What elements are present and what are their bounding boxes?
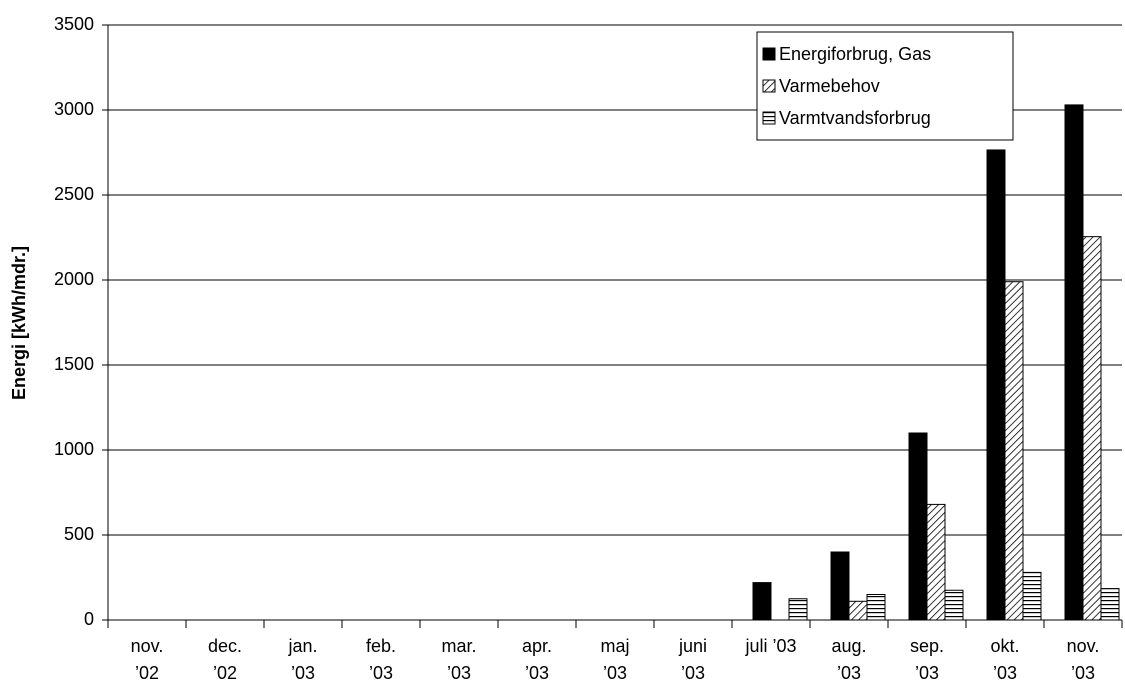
- y-tick-label: 3000: [54, 99, 94, 119]
- y-tick-label: 1500: [54, 354, 94, 374]
- bar: [986, 149, 1006, 621]
- y-tick-label: 2500: [54, 184, 94, 204]
- x-tick-label: ’03: [993, 663, 1017, 683]
- x-tick-label: ’03: [1071, 663, 1095, 683]
- x-tick-label: dec.: [208, 636, 242, 656]
- bar: [1100, 588, 1120, 621]
- legend-marker: [762, 79, 776, 93]
- x-tick-label: jan.: [287, 636, 317, 656]
- legend-marker: [762, 111, 776, 125]
- bar: [944, 589, 964, 621]
- y-tick-label: 3500: [54, 14, 94, 34]
- legend-box: [756, 31, 1014, 141]
- x-tick-label: ’03: [681, 663, 705, 683]
- bar: [1022, 571, 1042, 621]
- legend-label: Varmebehov: [779, 76, 880, 96]
- y-axis-label: Energi [kWh/mdr.]: [9, 246, 29, 400]
- bar: [752, 582, 772, 621]
- y-tick-label: 2000: [54, 269, 94, 289]
- bar: [1064, 104, 1084, 621]
- bar: [866, 594, 886, 621]
- x-tick-label: ’03: [915, 663, 939, 683]
- bar: [788, 598, 808, 621]
- x-tick-label: ’02: [135, 663, 159, 683]
- x-tick-label: okt.: [990, 636, 1019, 656]
- x-tick-label: feb.: [366, 636, 396, 656]
- bar: [926, 503, 946, 621]
- bar: [848, 600, 868, 621]
- x-tick-label: juli ’03: [744, 636, 796, 656]
- y-tick-label: 1000: [54, 439, 94, 459]
- x-tick-label: ’03: [603, 663, 627, 683]
- legend-marker: [762, 47, 776, 61]
- bar: [830, 551, 850, 621]
- x-tick-label: mar.: [441, 636, 476, 656]
- x-tick-label: apr.: [522, 636, 552, 656]
- x-tick-label: ’03: [369, 663, 393, 683]
- x-tick-label: ’02: [213, 663, 237, 683]
- x-tick-label: ’03: [837, 663, 861, 683]
- bar: [1004, 281, 1024, 621]
- y-tick-label: 500: [64, 524, 94, 544]
- x-tick-label: ’03: [447, 663, 471, 683]
- legend-label: Varmtvandsforbrug: [779, 108, 931, 128]
- y-tick-label: 0: [84, 609, 94, 629]
- x-tick-label: nov.: [1067, 636, 1100, 656]
- bar: [908, 432, 928, 621]
- x-tick-label: aug.: [831, 636, 866, 656]
- x-tick-label: ’03: [291, 663, 315, 683]
- x-tick-label: juni: [678, 636, 707, 656]
- x-tick-label: nov.: [131, 636, 164, 656]
- x-tick-label: ’03: [525, 663, 549, 683]
- x-tick-label: maj: [600, 636, 629, 656]
- legend-label: Energiforbrug, Gas: [779, 44, 931, 64]
- x-tick-label: sep.: [910, 636, 944, 656]
- bar: [1082, 236, 1102, 621]
